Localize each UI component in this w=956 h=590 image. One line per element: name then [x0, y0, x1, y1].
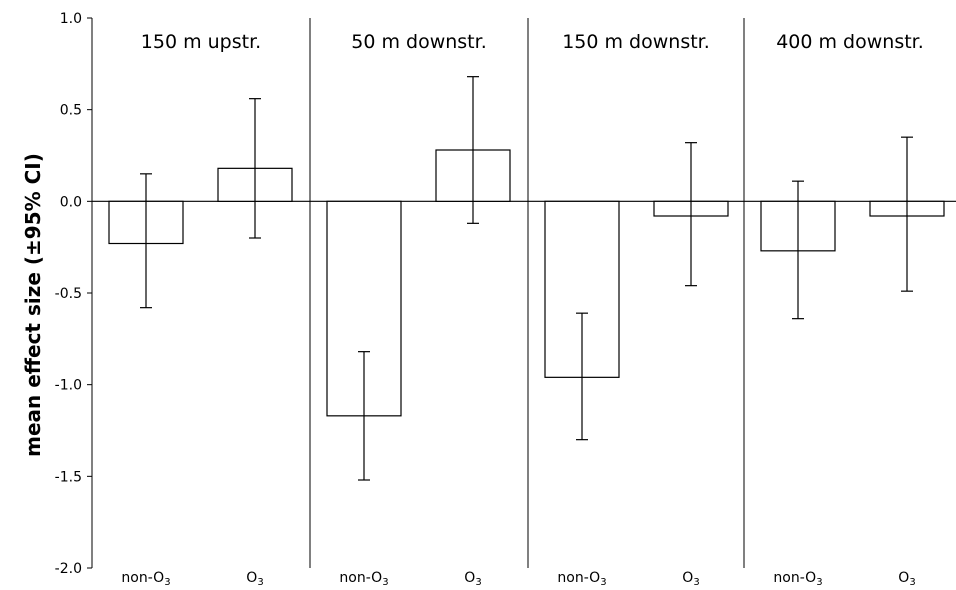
category-label: O3: [246, 570, 263, 588]
y-axis-label: mean effect size (±95% CI): [21, 153, 45, 457]
axes: 1.0 0.5 0.0 -0.5 -1.0 -1.5 -2.0: [55, 11, 956, 577]
category-label: O3: [682, 570, 699, 588]
category-label: non-O3: [773, 570, 822, 588]
panel-title: 50 m downstr.: [351, 31, 487, 53]
panel-title: 150 m downstr.: [562, 31, 710, 53]
chart-marks: 150 m upstr. non-O3 O3 50 m downstr. non-O3 O…: [108, 31, 945, 588]
category-label: non-O3: [121, 570, 170, 588]
y-tick-label: -1.5: [55, 469, 82, 485]
panel-title: 400 m downstr.: [776, 31, 924, 53]
panel-title: 150 m upstr.: [141, 31, 261, 53]
y-tick-label: 0.5: [60, 103, 82, 119]
category-label: O3: [464, 570, 481, 588]
y-tick-label: -2.0: [55, 561, 82, 577]
category-label: non-O3: [339, 570, 388, 588]
category-label: O3: [898, 570, 915, 588]
category-label: non-O3: [557, 570, 606, 588]
y-tick-label: -0.5: [55, 286, 82, 302]
y-tick-label: 0.0: [60, 194, 82, 210]
y-tick-label: -1.0: [55, 378, 82, 394]
y-tick-label: 1.0: [60, 11, 82, 27]
